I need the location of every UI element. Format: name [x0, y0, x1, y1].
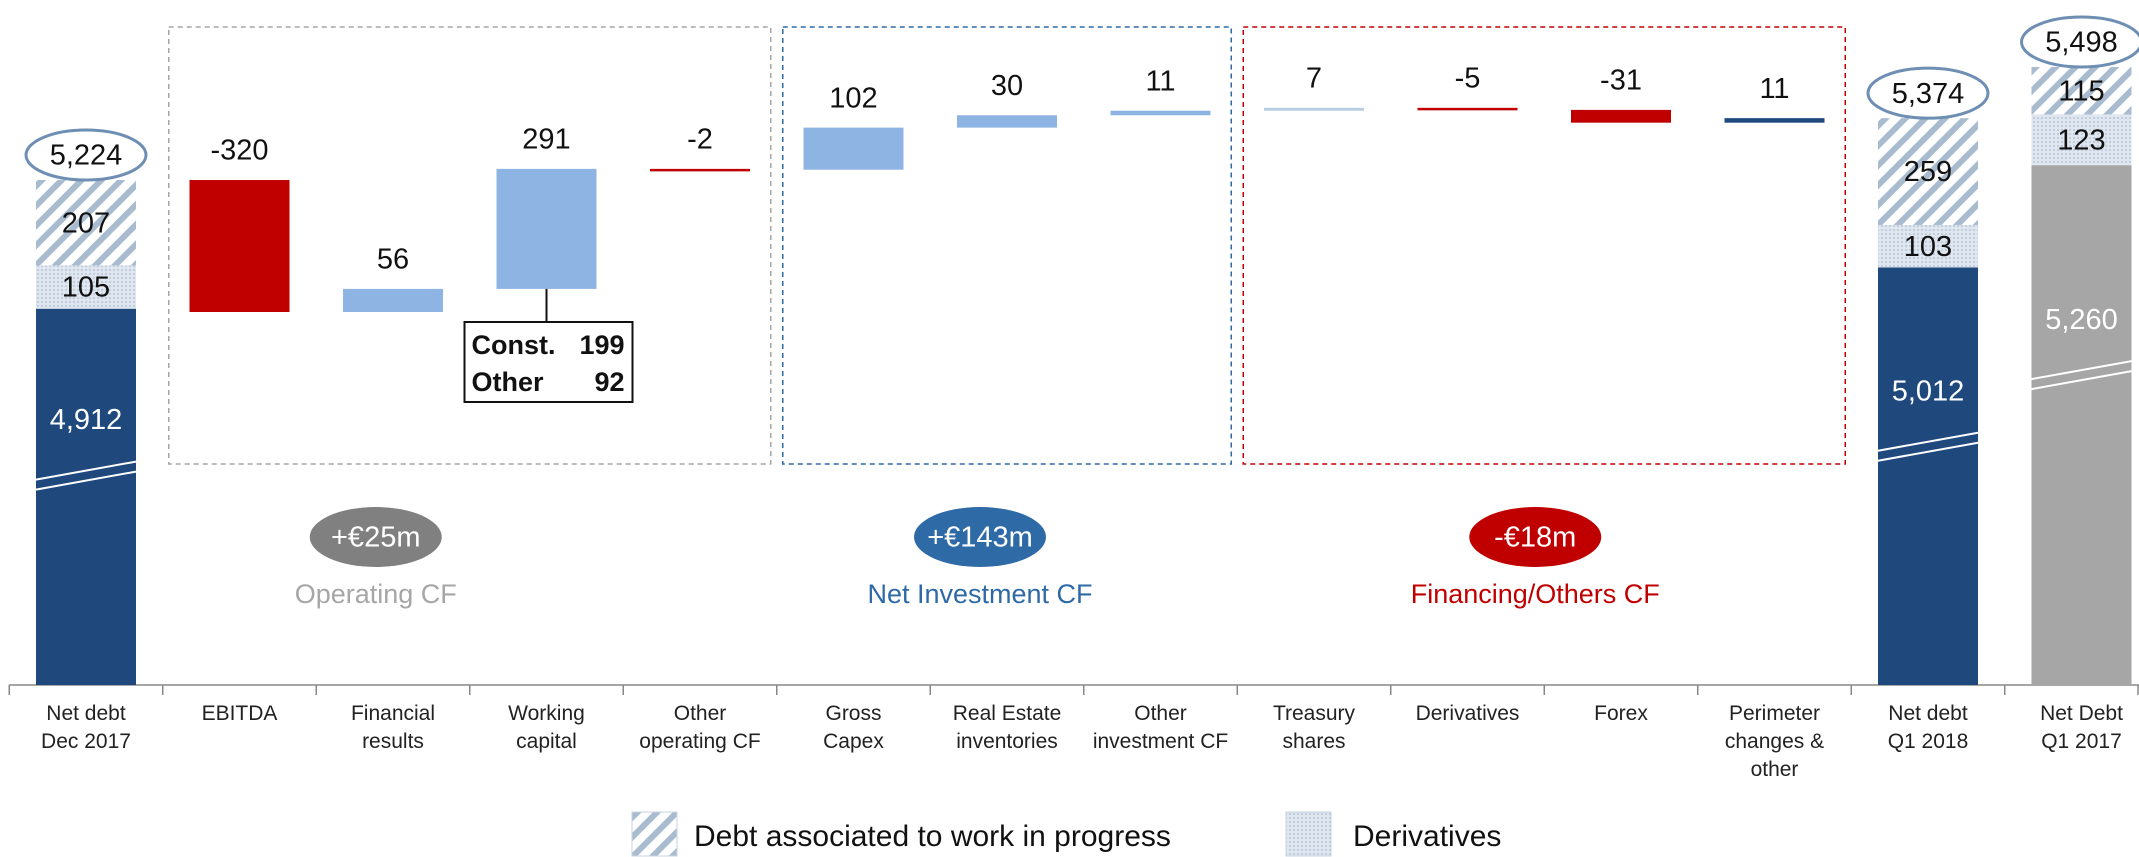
- legend-swatch: [631, 811, 678, 857]
- total-label: 5,224: [50, 140, 123, 172]
- x-tick-label: Real Estate inventories: [952, 702, 1062, 753]
- total-label: 5,374: [1892, 78, 1965, 110]
- axis-break: [1877, 441, 1979, 462]
- total-label: 5,498: [2045, 27, 2118, 59]
- bar: [1264, 107, 1364, 111]
- x-tick-label: Net debt Q1 2018: [1887, 702, 1969, 753]
- value-label: -31: [1600, 65, 1642, 97]
- group-box: [1242, 26, 1846, 465]
- x-tick-label: Other operating CF: [639, 702, 761, 753]
- axis-break: [2031, 370, 2132, 391]
- bar: [650, 168, 750, 172]
- legend-swatch: [1285, 811, 1332, 857]
- annotation-value: 92: [594, 367, 624, 397]
- bar: [957, 115, 1057, 128]
- segment-label: 123: [2057, 124, 2105, 156]
- value-label: 291: [522, 124, 570, 156]
- legend-label: Derivatives: [1353, 820, 1501, 853]
- segment-label: 5,012: [1892, 375, 1965, 407]
- value-label: -5: [1455, 62, 1481, 94]
- bar: [803, 127, 904, 170]
- bar: [343, 288, 443, 312]
- x-tick-label: Net debt Dec 2017: [41, 702, 131, 753]
- base-segment: [1878, 267, 1978, 685]
- group-name: Financing/Others CF: [1411, 579, 1660, 609]
- total-marker: [24, 128, 148, 182]
- x-tick-label: Net Debt Q1 2017: [2040, 702, 2123, 753]
- bar: [496, 168, 597, 289]
- stack-segment: [36, 265, 136, 309]
- stack-segment: [2031, 114, 2132, 166]
- stack-segment: [2031, 67, 2132, 115]
- stack-segment: [1878, 118, 1978, 225]
- group-pill: [309, 507, 442, 567]
- value-label: 7: [1306, 62, 1322, 94]
- legend-label: Debt associated to work in progress: [694, 820, 1171, 853]
- group-name: Net Investment CF: [867, 579, 1092, 609]
- x-tick-label: Forex: [1594, 702, 1648, 725]
- bar: [1110, 110, 1211, 116]
- segment-label: 115: [2058, 75, 2104, 107]
- bar: [1571, 109, 1671, 123]
- x-tick-label: Financial results: [350, 702, 436, 753]
- bar: [1417, 107, 1518, 111]
- segment-label: 259: [1904, 156, 1952, 188]
- value-label: 11: [1759, 73, 1789, 105]
- annotation-name: Other: [472, 367, 545, 397]
- value-label: 56: [377, 244, 409, 276]
- axis-break: [35, 460, 137, 481]
- x-tick-label: Treasury shares: [1272, 702, 1356, 753]
- x-tick-label: Derivatives: [1415, 702, 1520, 725]
- stack-segment: [36, 180, 136, 266]
- group-pill: [914, 507, 1046, 567]
- bar: [1724, 118, 1825, 123]
- segment-label: 103: [1904, 231, 1952, 263]
- x-tick-label: Other investment CF: [1092, 702, 1229, 753]
- group-box: [168, 26, 772, 465]
- group-box: [782, 26, 1232, 465]
- group-total: +€25m: [331, 522, 420, 554]
- base-segment: [2031, 165, 2132, 685]
- x-tick-label: Gross Capex: [823, 702, 884, 753]
- axis-break: [2031, 360, 2132, 381]
- annotation-name: Const.: [472, 330, 556, 360]
- total-marker: [1866, 66, 1990, 120]
- stack-segment: [1878, 224, 1978, 268]
- group-total: +€143m: [927, 522, 1033, 554]
- total-marker: [2020, 15, 2139, 69]
- x-tick-label: Perimeter changes & other: [1724, 702, 1825, 781]
- group-name: Operating CF: [295, 579, 457, 609]
- axis-break: [1877, 431, 1979, 452]
- x-tick-label: EBITDA: [201, 702, 278, 725]
- annotation-value: 199: [579, 330, 624, 360]
- x-tick-label: Working capital: [508, 702, 585, 753]
- segment-label: 105: [62, 272, 110, 304]
- axis-break: [35, 470, 137, 491]
- bar: [189, 180, 290, 312]
- segment-label: 5,260: [2045, 304, 2118, 336]
- value-label: 30: [991, 70, 1023, 102]
- segment-label: 207: [62, 207, 110, 239]
- value-label: -2: [687, 124, 713, 156]
- value-label: -320: [210, 135, 268, 167]
- group-total: -€18m: [1494, 522, 1576, 554]
- group-pill: [1469, 507, 1602, 567]
- annotation-box: [463, 321, 634, 403]
- value-label: 102: [829, 82, 877, 114]
- value-label: 11: [1145, 65, 1175, 97]
- segment-label: 4,912: [50, 404, 123, 436]
- base-segment: [36, 308, 136, 685]
